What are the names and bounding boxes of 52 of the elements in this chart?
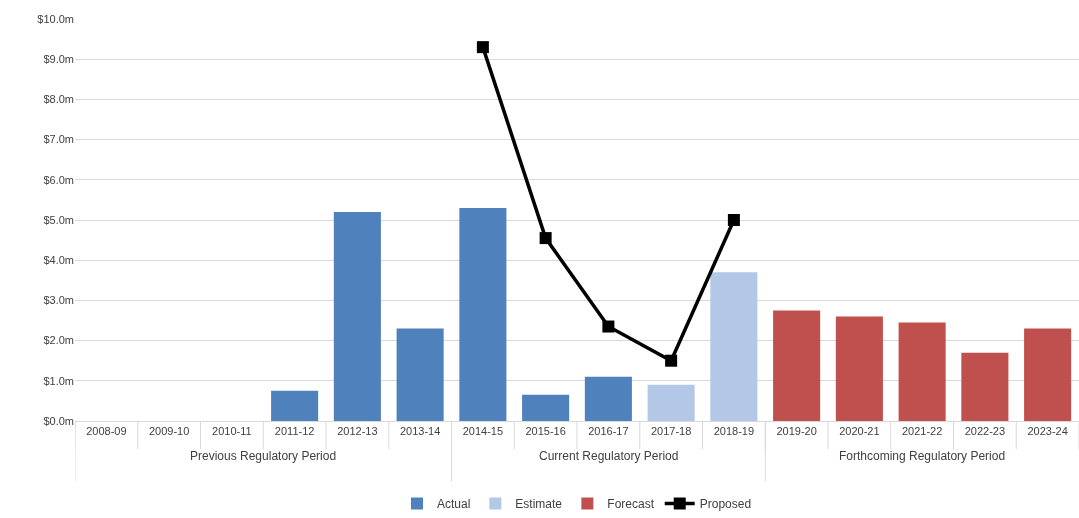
y-tick-label: $9.0m [43,53,74,66]
y-tick-label: $8.0m [43,93,74,106]
point [727,214,740,226]
bar [961,352,1009,421]
bar [396,328,444,421]
bar [584,376,632,421]
point [539,232,552,245]
x-tick-label: 2009-10 [148,425,190,438]
point [665,354,678,367]
y-tick-label: $0.0m [43,414,74,427]
x-tick-label: 2019-20 [776,425,817,438]
y-tick-label: $7.0m [43,133,74,146]
y-tick-label: $10.0m [37,12,74,25]
x-tick-label: 2015-16 [525,425,566,438]
text: Current Regulatory Period [539,449,679,463]
x-tick-label: 2021-22 [901,425,943,438]
x-tick-label: 2008-09 [86,425,127,438]
bar [1024,328,1072,421]
text: Forthcoming Regulatory Period [839,449,1006,463]
y-tick-label: $6.0m [43,173,74,186]
x-tick-label: 2013-14 [399,425,441,438]
x-tick-label: 2023-24 [1027,425,1068,438]
legend-label: Forecast [607,497,655,512]
x-tick-label: 2012-13 [337,425,378,438]
x-tick-label: 2016-17 [588,425,629,438]
bar [835,316,883,421]
text: Previous Regulatory Period [190,449,337,463]
y-tick-label: $1.0m [43,374,74,387]
bar [271,390,319,421]
legend-label: Actual [437,497,471,512]
x-tick-label: 2018-19 [713,425,755,438]
y-tick-label: $2.0m [43,334,74,347]
y-tick-label: $4.0m [43,254,74,267]
point [602,320,615,333]
x-tick-label: 2022-23 [964,425,1006,438]
bar [898,322,946,421]
bar [459,207,507,421]
legend-label: Proposed [699,497,752,512]
bar [647,384,695,421]
bar [773,310,821,421]
x-tick-label: 2017-18 [650,425,692,438]
y-tick-label: $3.0m [43,294,74,307]
bar [710,272,758,421]
x-tick-label: 2010-11 [212,425,252,438]
bar [333,211,381,421]
legend-label: Estimate [515,497,563,512]
point [476,41,489,54]
x-tick-label: 2011-12 [274,425,315,438]
bar [522,394,570,421]
y-tick-label: $5.0m [43,213,74,226]
x-tick-label: 2020-21 [839,425,880,438]
x-tick-label: 2014-15 [462,425,504,438]
